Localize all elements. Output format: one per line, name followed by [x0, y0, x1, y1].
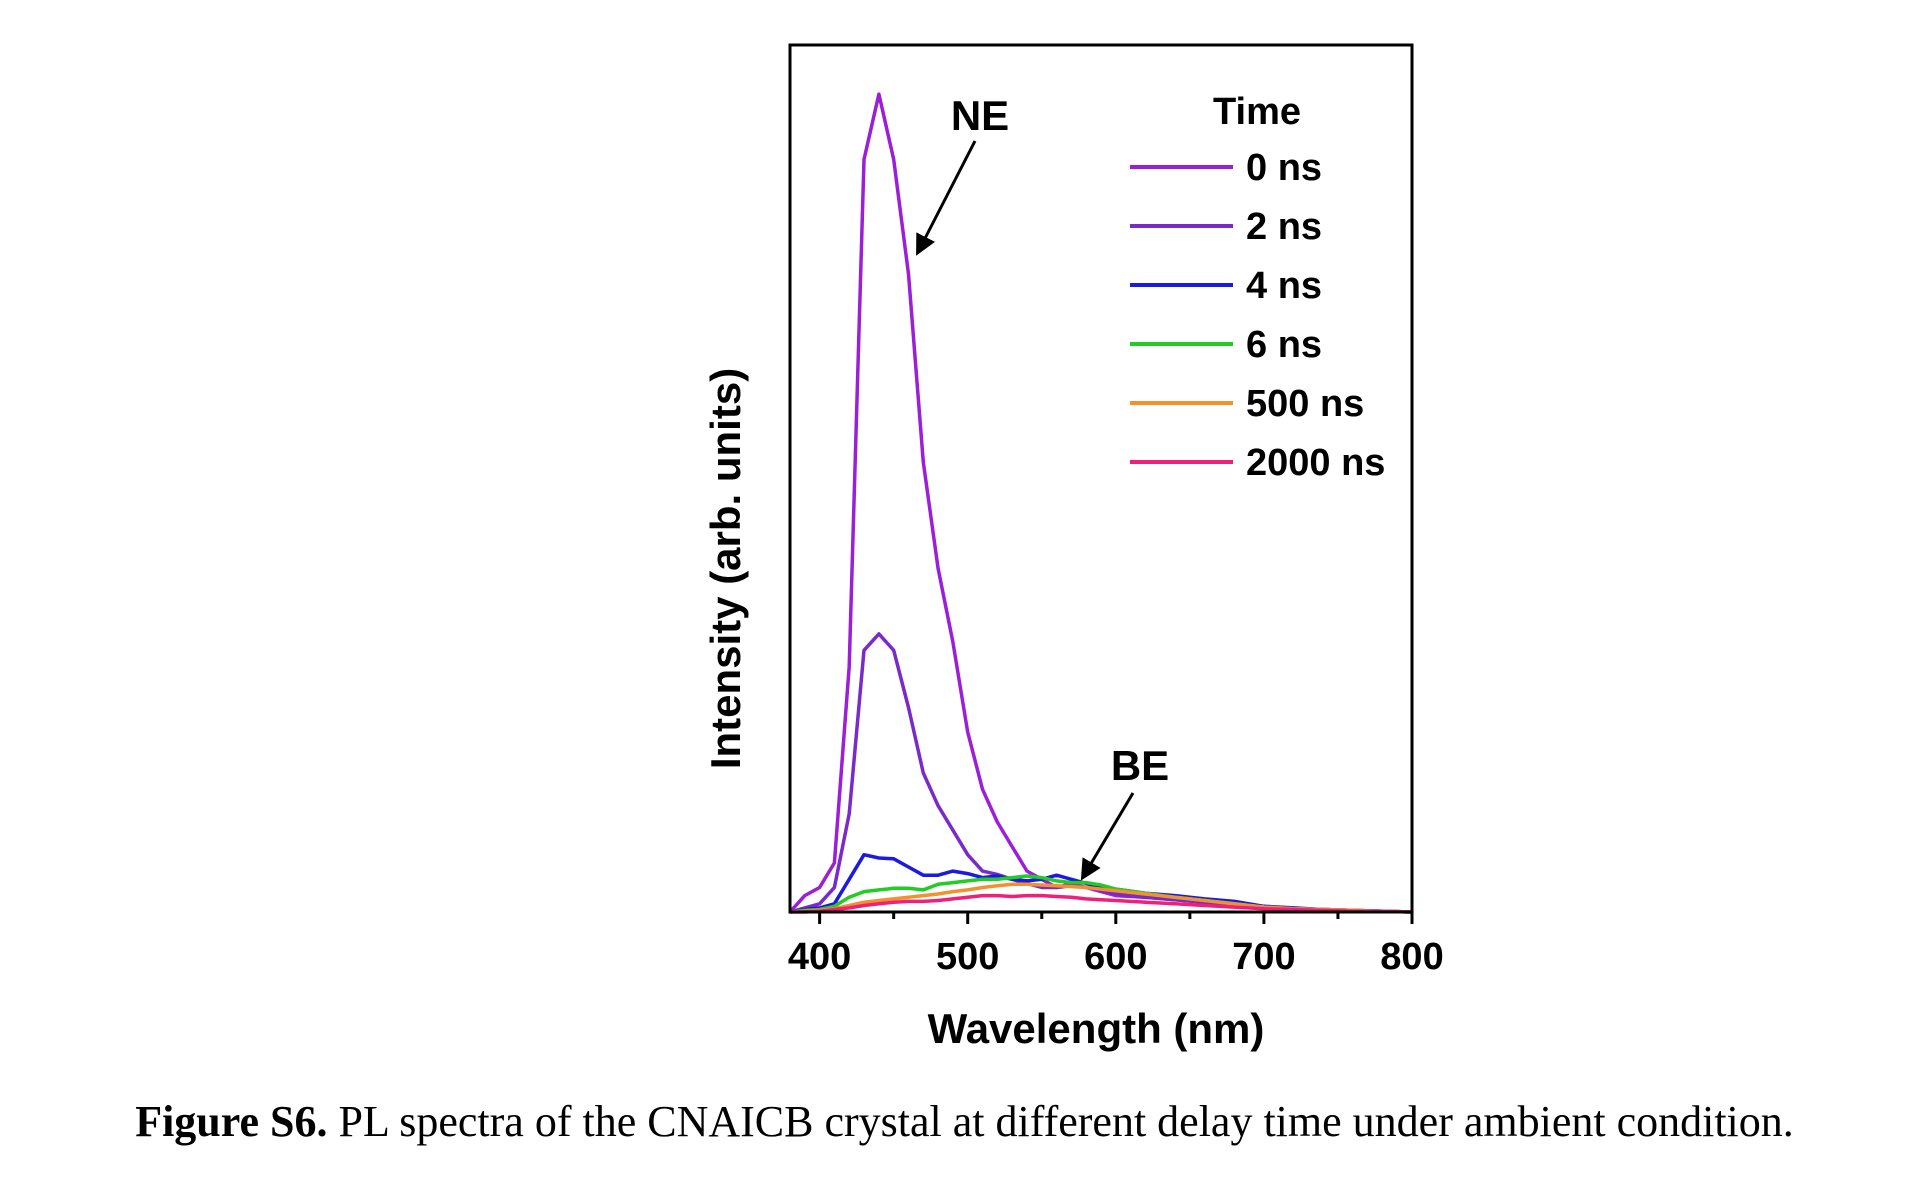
plot-frame	[788, 43, 1414, 914]
series-layer	[788, 92, 1413, 914]
annotation-arrow-be	[1080, 792, 1135, 881]
legend-label-6: 2000 ns	[1246, 442, 1385, 484]
legend-title: Time	[1213, 91, 1301, 133]
figure-caption: Figure S6. PL spectra of the CNAICB crys…	[0, 1096, 1929, 1147]
x-ticks: 400 500 600 700 800	[788, 912, 1444, 978]
caption-text: PL spectra of the CNAICB crystal at diff…	[338, 1097, 1794, 1146]
annotation-arrow-ne	[916, 140, 977, 256]
y-axis-label: Intensity (arb. units)	[702, 368, 749, 769]
series-line-4	[789, 874, 1413, 914]
series-line-2	[789, 632, 1413, 914]
x-tick-label: 600	[1084, 936, 1147, 978]
legend-label-1: 0 ns	[1246, 147, 1322, 189]
series-line-5	[789, 882, 1413, 914]
legend-label-4: 6 ns	[1246, 324, 1322, 366]
x-tick-label: 800	[1380, 936, 1443, 978]
caption-label: Figure S6.	[135, 1097, 328, 1146]
x-axis-label: Wavelength (nm)	[928, 1005, 1265, 1052]
legend-label-3: 4 ns	[1246, 265, 1322, 307]
legend-label-2: 2 ns	[1246, 206, 1322, 248]
annotation-be: BE	[1111, 742, 1169, 789]
x-tick-label: 700	[1232, 936, 1295, 978]
annotation-ne: NE	[951, 92, 1009, 139]
legend-label-5: 500 ns	[1246, 383, 1364, 425]
annotations: NE BE	[916, 92, 1169, 881]
series-line-6	[790, 893, 1413, 914]
legend: Time 0 ns 2 ns 4 ns 6 ns 500 ns 2000 ns	[1130, 91, 1385, 484]
x-tick-label: 500	[936, 936, 999, 978]
x-tick-label: 400	[788, 936, 851, 978]
